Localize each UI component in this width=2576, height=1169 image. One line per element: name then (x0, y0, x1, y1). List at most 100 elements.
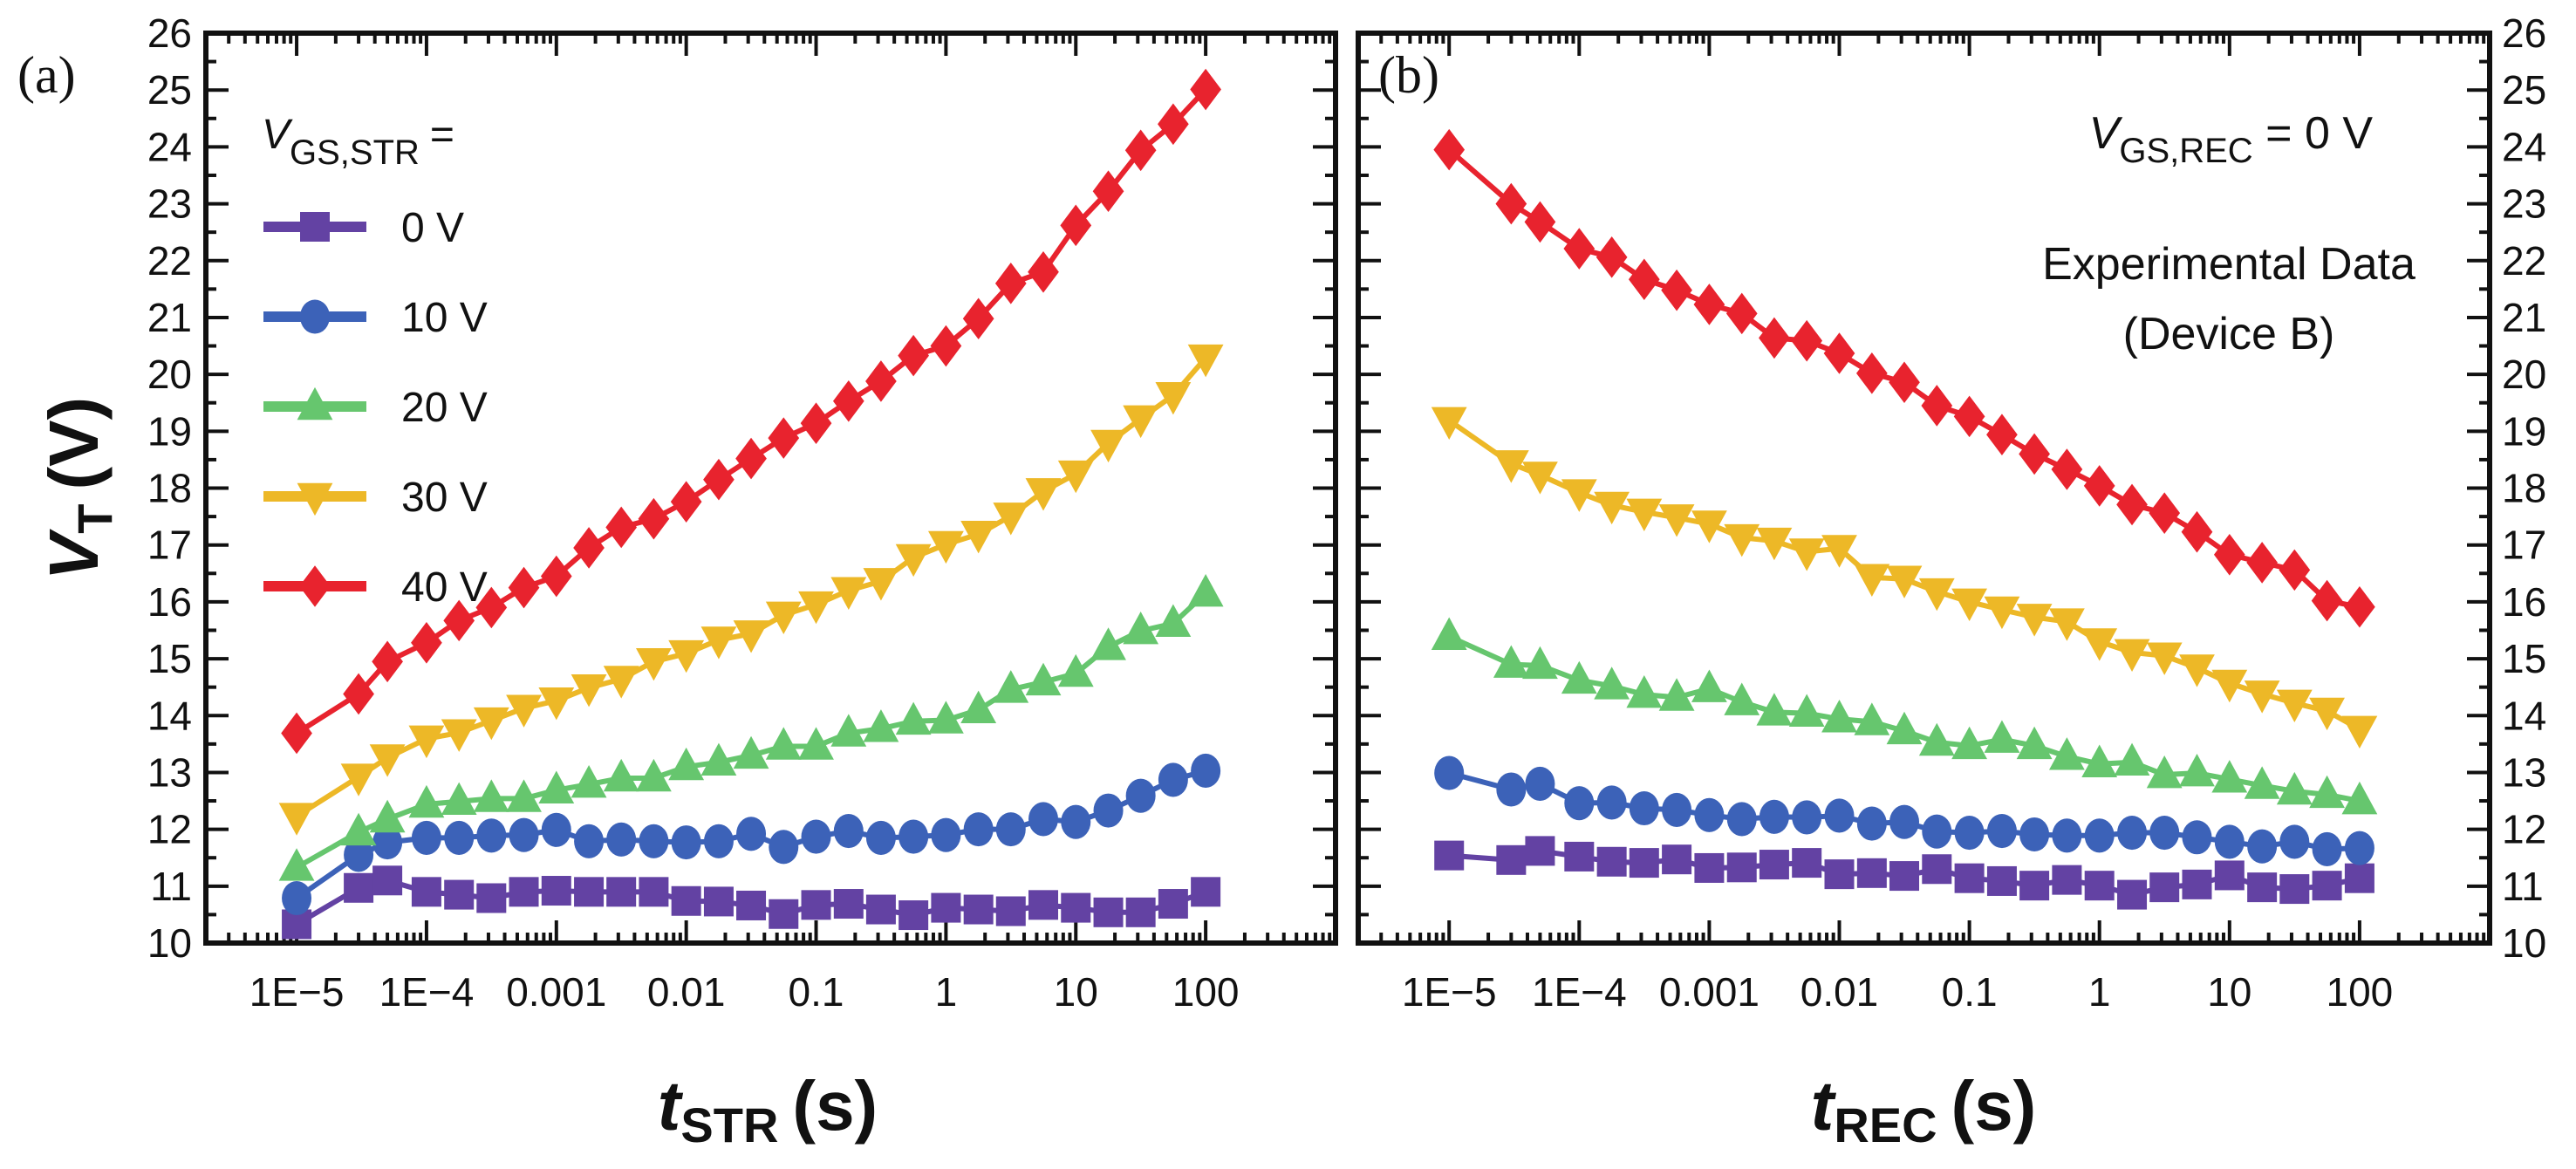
data-point (1886, 711, 1923, 745)
panel-a-ytick-labels: 10 11 12 13 14 15 16 17 18 19 20 21 22 23 24 25 26 (147, 10, 192, 966)
y-tick-label: 26 (2502, 10, 2546, 56)
data-point (1190, 68, 1221, 111)
data-point (2052, 818, 2082, 853)
data-point (1759, 850, 1789, 880)
data-point (830, 577, 867, 610)
data-point (369, 799, 406, 833)
data-point (2083, 465, 2115, 507)
data-point (278, 803, 315, 836)
data-point (863, 709, 899, 742)
x-tick-label: 0.001 (1659, 969, 1759, 1015)
data-point (736, 890, 767, 920)
data-point (668, 639, 705, 673)
series-line (1448, 770, 2361, 852)
data-point (1986, 414, 2018, 456)
data-point (733, 620, 769, 653)
data-point (1662, 792, 1692, 828)
data-point (703, 824, 734, 858)
panel-b-ytick-labels: 10 11 12 13 14 15 16 17 18 19 20 21 22 23 24 25 26 (2502, 10, 2546, 966)
x-axis-title-b-main: t (1811, 1067, 1837, 1145)
data-point (538, 687, 575, 721)
legend-marker (300, 212, 330, 242)
data-point (1918, 578, 1955, 612)
y-tick-label: 22 (147, 238, 192, 284)
data-point (2081, 744, 2118, 777)
data-point (1889, 804, 1920, 839)
data-point (1791, 319, 1823, 362)
data-point (1954, 815, 1985, 851)
data-point (833, 889, 864, 919)
series-0v (282, 865, 1221, 940)
data-point (1824, 859, 1855, 890)
data-point (2149, 872, 2180, 903)
data-point (2116, 483, 2148, 526)
data-point (1433, 128, 1466, 171)
x-tick-label: 100 (1172, 969, 1240, 1015)
data-point (1694, 797, 1725, 832)
legend-label: 30 V (401, 475, 488, 521)
legend-item: 10 V (263, 295, 488, 341)
data-point (2244, 680, 2280, 714)
series-line (1447, 418, 2361, 732)
y-tick-label: 14 (2502, 693, 2546, 738)
data-point (2179, 753, 2215, 787)
data-point (1724, 682, 1760, 715)
data-point (372, 640, 403, 683)
data-point (606, 877, 637, 907)
data-point (700, 626, 737, 660)
panel-b-annotations: VGS,REC = 0 V Experimental Data (Device … (2042, 108, 2415, 359)
data-point (995, 896, 1026, 926)
data-point (509, 877, 539, 907)
data-point (1431, 407, 1467, 441)
data-point (1921, 385, 1953, 427)
data-point (801, 819, 831, 854)
data-point (2309, 775, 2345, 809)
data-point (700, 742, 737, 776)
legend-title-suffix: = (430, 112, 454, 158)
y-tick-label: 16 (2502, 579, 2546, 625)
data-point (960, 690, 997, 724)
series-line (295, 768, 1206, 900)
data-point (476, 818, 507, 853)
y-tick-label: 17 (2502, 523, 2546, 568)
data-point (2312, 831, 2342, 866)
y-tick-label: 23 (147, 181, 192, 227)
data-point (603, 758, 639, 792)
data-point (2181, 510, 2213, 553)
data-point (1626, 498, 1663, 531)
data-point (735, 437, 767, 480)
data-point (441, 719, 477, 752)
data-point (2213, 533, 2245, 576)
data-point (1564, 786, 1595, 821)
y-axis-title-sub: T (67, 504, 122, 534)
series-20v (278, 573, 1224, 881)
data-point (800, 402, 832, 444)
data-point (927, 701, 964, 734)
data-point (1759, 317, 1790, 359)
data-point (1496, 844, 1527, 875)
legend-label: 10 V (401, 295, 488, 341)
data-point (2344, 831, 2374, 865)
data-point (1191, 877, 1221, 907)
data-point (1155, 381, 1192, 415)
series-line (1448, 848, 2361, 898)
data-point (703, 886, 734, 917)
data-point (444, 879, 475, 910)
data-point (605, 506, 638, 549)
data-point (636, 648, 672, 681)
data-point (895, 543, 932, 578)
annotation-vgs-rec-suffix: = 0 V (2253, 108, 2374, 159)
data-point (1057, 653, 1094, 687)
data-point (1495, 182, 1527, 225)
x-tick-label: 1E−5 (249, 969, 345, 1015)
x-tick-label: 1 (935, 969, 958, 1015)
data-point (1090, 627, 1126, 660)
data-point (1691, 669, 1727, 702)
data-point (995, 812, 1026, 847)
data-point (671, 885, 701, 916)
data-point (2179, 654, 2215, 687)
panel-a-series (278, 68, 1224, 940)
data-point (832, 379, 864, 422)
data-point (411, 622, 442, 664)
legend-marker (297, 482, 333, 516)
